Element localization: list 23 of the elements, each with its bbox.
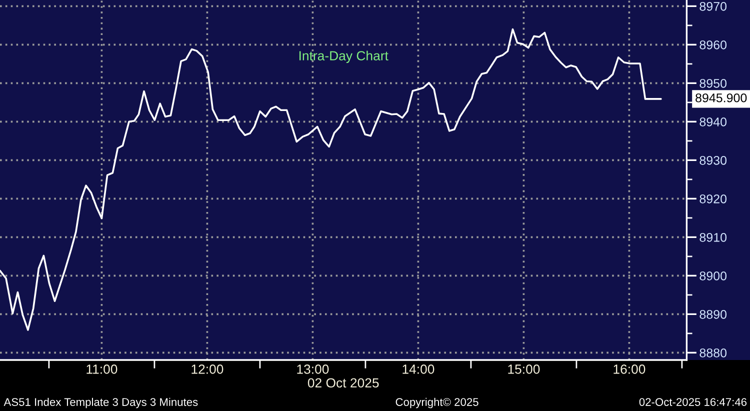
y-tick-label: 8890 bbox=[700, 310, 727, 319]
x-tick-label: 11:00 bbox=[86, 364, 118, 374]
y-tick-label: 8910 bbox=[700, 232, 727, 242]
text: 8945.900 bbox=[696, 93, 747, 102]
text: AS51 Index Template 3 Days 3 Minutes bbox=[4, 398, 198, 408]
text: Intra-Day Chart bbox=[299, 50, 388, 64]
x-tick-label: 15:00 bbox=[508, 364, 540, 374]
y-tick-label: 8880 bbox=[700, 348, 727, 358]
x-tick-label: 16:00 bbox=[614, 364, 646, 374]
y-tick-label: 8950 bbox=[700, 78, 727, 88]
x-tick-label: 12:00 bbox=[192, 364, 224, 374]
line-series bbox=[0, 28, 662, 331]
y-tick-label: 8900 bbox=[700, 271, 727, 280]
x-tick-label: 14:00 bbox=[402, 364, 434, 374]
text: 02-Oct-2025 16:47:46 bbox=[639, 398, 747, 406]
y-tick-label: 8920 bbox=[700, 194, 727, 204]
y-tick-label: 8940 bbox=[700, 117, 727, 126]
text: Copyright© 2025 bbox=[396, 398, 478, 408]
x-tick-label: 13:00 bbox=[297, 364, 329, 374]
y-tick-label: 8970 bbox=[700, 2, 727, 11]
x-axis-title: 02 Oct 2025 bbox=[308, 378, 379, 388]
y-tick-label: 8960 bbox=[700, 40, 727, 50]
y-tick-label: 8930 bbox=[700, 156, 727, 165]
